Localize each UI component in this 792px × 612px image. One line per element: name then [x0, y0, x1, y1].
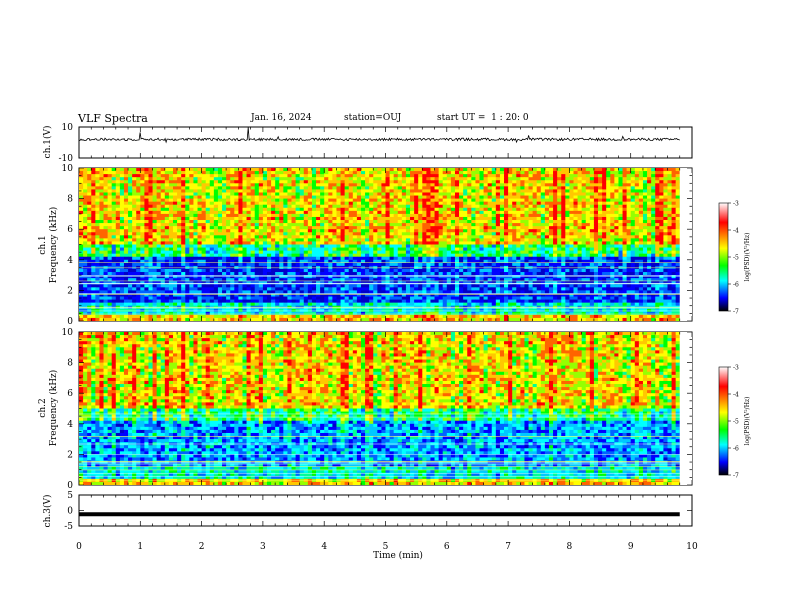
colorbar-ch1-tick-label: -5: [733, 255, 739, 262]
colorbar-ch1-label: log(PSD)(V²/Hz): [744, 233, 751, 282]
ch2-spectrogram-ylabel-line1: ch.2: [38, 398, 48, 417]
figure-title: VLF Spectra: [78, 112, 148, 125]
colorbar-ch2-tick-label: -4: [733, 392, 739, 399]
station-label: station=OUJ: [344, 113, 402, 123]
ch2-y-tick-label: 2: [67, 450, 73, 460]
colorbar-ch1-tick-label: -4: [733, 228, 739, 235]
ch1-y-tick-label: 4: [67, 256, 73, 266]
colorbar-ch1-tick-label: -6: [733, 282, 739, 289]
ch1-waveform: [78, 127, 680, 144]
x-tick-label: 3: [260, 542, 266, 552]
x-tick-label: 2: [199, 542, 205, 552]
ch3-waveform-ylabel: ch.3(V): [42, 495, 53, 528]
ch2-y-tick-label: 10: [62, 328, 74, 338]
x-axis-label: Time (min): [373, 550, 423, 561]
ch2-y-tick-label: 4: [67, 420, 73, 430]
ch1-waveform-line: [78, 127, 680, 144]
ch1-y-tick-label: 8: [67, 195, 73, 205]
ch1-spectrogram-ylabel-line2: Frequency (kHz): [48, 207, 59, 284]
date-label: Jan. 16, 2024: [251, 113, 312, 123]
x-tick-label: 9: [628, 542, 634, 552]
ch1-y-tick-label: 10: [62, 164, 74, 174]
x-tick-label: 0: [76, 542, 82, 552]
ch3-waveform-y-tick-label: -5: [64, 522, 73, 532]
colorbar-ch2-tick-label: -7: [733, 473, 739, 480]
colorbar-ch2-tick-label: -5: [733, 419, 739, 426]
ch3-waveform-y-tick-label: 5: [67, 491, 73, 501]
ch1-y-tick-label: 2: [67, 286, 73, 296]
x-tick-label: 8: [567, 542, 573, 552]
ch1-waveform-y-tick-label: -10: [59, 154, 74, 164]
ch2-y-tick-label: 0: [67, 481, 73, 491]
x-tick-label: 7: [505, 542, 511, 552]
ch2-y-tick-label: 6: [67, 389, 73, 399]
ch3-waveform-y-tick-label: 0: [67, 507, 73, 517]
x-tick-label: 10: [686, 542, 698, 552]
ch1-spectrogram-ylabel-line1: ch.1: [38, 235, 48, 254]
x-tick-label: 6: [444, 542, 450, 552]
colorbar-ch1-tick-label: -7: [733, 309, 739, 316]
colorbar-ch1-tick-label: -3: [733, 201, 739, 208]
ch1-y-tick-label: 6: [67, 225, 73, 235]
ch1-y-tick-label: 0: [67, 317, 73, 327]
colorbar-ch2-tick-label: -3: [733, 365, 739, 372]
ch2-spectrogram: [79, 332, 692, 485]
ch2-spectrogram-ylabel-line2: Frequency (kHz): [48, 370, 59, 447]
colorbar-ch2-label: log(PSD)(V²/Hz): [744, 397, 751, 446]
ch2-y-tick-label: 8: [67, 359, 73, 369]
ch1-waveform-y-tick-label: 10: [62, 123, 74, 133]
colorbar-ch2-tick-label: -6: [733, 446, 739, 453]
start-time-label: start UT = 1 : 20: 0: [437, 113, 529, 123]
ch1-waveform-ylabel: ch.1(V): [42, 126, 53, 159]
x-tick-label: 4: [321, 542, 327, 552]
ch1-spectrogram: [79, 168, 692, 321]
x-tick-label: 5: [383, 542, 389, 552]
x-tick-label: 1: [137, 542, 143, 552]
